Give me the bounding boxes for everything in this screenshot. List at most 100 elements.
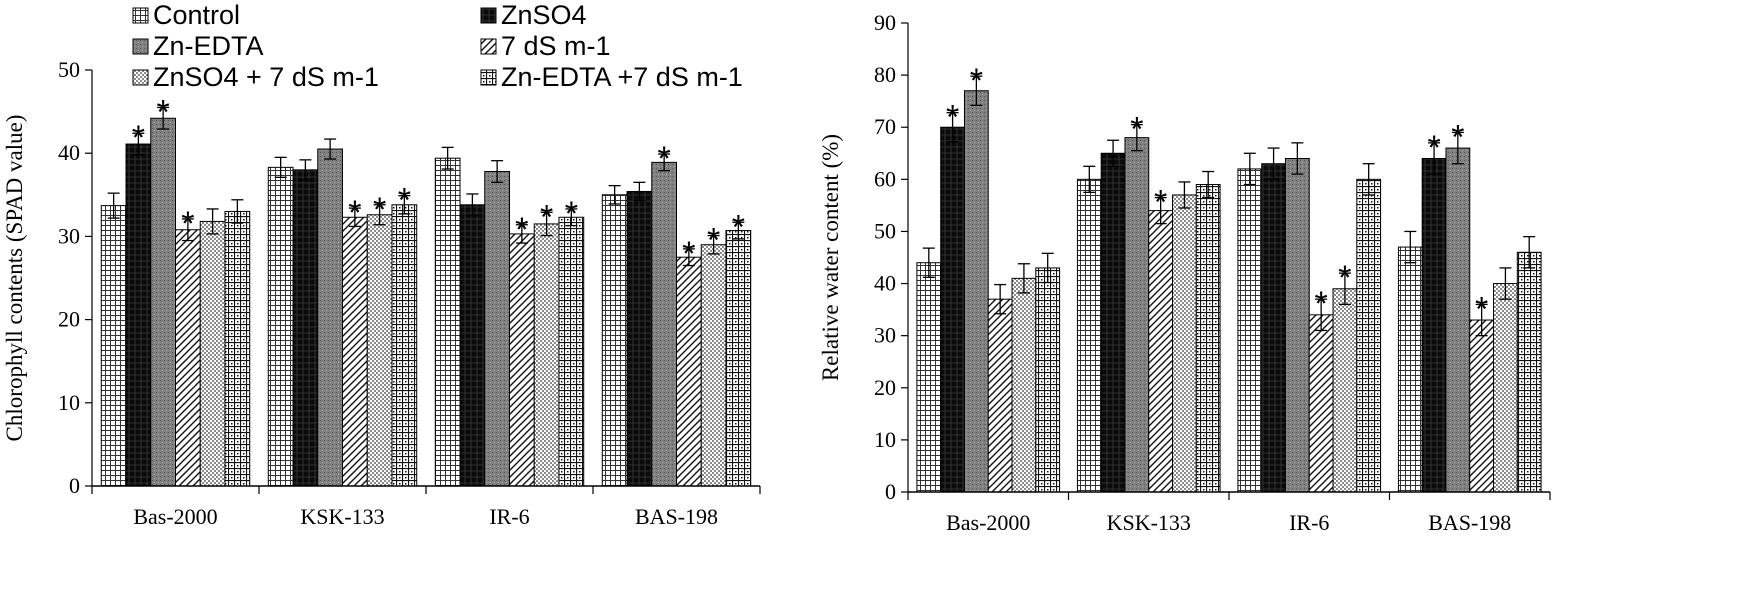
error-bar [1338, 272, 1351, 306]
bar-control-bas-198 [601, 194, 628, 487]
error-bar [1523, 236, 1536, 269]
significance-star: * [540, 198, 553, 236]
x-tick-label: BAS-198 [635, 504, 718, 529]
significance-star: * [732, 208, 745, 246]
y-tick-label: 50 [874, 218, 896, 243]
error-bar [1017, 263, 1030, 294]
y-tick-label: 20 [874, 375, 896, 400]
y-axis-title: Relative water content (%) [818, 134, 843, 381]
bar-znso4-7-ds-m-1-ksk-133 [366, 214, 393, 487]
legend-label: Zn-EDTA +7 dS m-1 [501, 62, 743, 92]
legend-item-znso4-7-ds-m-1: ZnSO4 + 7 dS m-1 [132, 62, 379, 92]
bar-zn-edta-ksk-133 [1124, 137, 1150, 493]
bar-control-ksk-133 [267, 166, 294, 487]
error-bar [1154, 196, 1167, 225]
significance-star: * [1475, 290, 1488, 328]
error-bar [466, 193, 479, 217]
error-bar [398, 194, 411, 215]
bar-znso4-7-ds-m-1-bas-198 [1493, 283, 1518, 493]
bar-zn-edta-ksk-133 [317, 148, 343, 487]
error-bar [1083, 165, 1096, 194]
legend-swatch [480, 69, 497, 86]
bar-zn-edta-7-ds-m-1-bas-198 [1516, 251, 1542, 493]
y-tick-label: 0 [69, 473, 80, 498]
error-bar [608, 184, 621, 205]
x-tick-label: IR-6 [1289, 510, 1329, 535]
bar-control-ksk-133 [1076, 178, 1102, 493]
error-bar [970, 75, 983, 106]
error-bar [707, 234, 720, 255]
bar-zn-edta-7-ds-m-1-ir-6 [1356, 178, 1382, 493]
bar-control-ir-6 [434, 157, 461, 487]
legend-label: ZnSO4 [501, 0, 587, 30]
error-bar [682, 248, 695, 267]
x-tick-label: Bas-2000 [133, 504, 217, 529]
bar-znso4-ksk-133 [292, 169, 319, 487]
error-bar [1202, 170, 1215, 199]
significance-star: * [565, 195, 578, 233]
y-tick-label: 0 [885, 479, 896, 504]
error-bar [1291, 142, 1304, 175]
error-bar [157, 106, 170, 130]
error-bar [1451, 131, 1464, 165]
bar-control-bas-2000 [916, 262, 942, 493]
y-tick-label: 30 [874, 323, 896, 348]
legend-label: Control [153, 0, 240, 30]
y-tick-label: 60 [874, 166, 896, 191]
bar-zn-edta-ir-6 [1284, 157, 1310, 493]
significance-star: * [1130, 111, 1143, 149]
error-bar [181, 218, 194, 242]
bar-zn-edta-bas-2000 [963, 90, 989, 493]
y-tick-label: 30 [58, 223, 80, 248]
significance-star: * [1451, 118, 1464, 156]
bar-control-ir-6 [1237, 168, 1263, 493]
error-bar [1267, 147, 1280, 180]
bar-znso4-ir-6 [459, 204, 486, 487]
significance-star: * [1315, 285, 1328, 323]
error-bar [1428, 142, 1441, 175]
bar-7-ds-m-1-ksk-133 [342, 216, 368, 487]
y-tick-label: 50 [58, 57, 80, 82]
error-bar [946, 111, 959, 143]
y-tick-label: 10 [874, 427, 896, 452]
bar-zn-edta-bas-2000 [150, 117, 177, 487]
legend-label: Zn-EDTA [153, 31, 264, 61]
error-bar [1362, 163, 1375, 196]
bar-zn-edta-7-ds-m-1-bas-2000 [1035, 267, 1061, 493]
bar-zn-edta-7-ds-m-1-ksk-133 [391, 204, 418, 487]
significance-star: * [707, 222, 720, 260]
legend-item-znso4: ZnSO4 [480, 0, 587, 30]
y-tick-label: 90 [874, 10, 896, 35]
error-bar [373, 204, 386, 226]
legend-item-zn-edta-7-ds-m-1: Zn-EDTA +7 dS m-1 [480, 62, 743, 92]
y-tick-label: 10 [58, 390, 80, 415]
error-bar [515, 224, 528, 244]
error-bar [1243, 152, 1256, 186]
y-tick-label: 20 [58, 307, 80, 332]
y-axis-title: Chlorophyll contents (SPAD value) [2, 115, 27, 442]
bar-7-ds-m-1-ir-6 [509, 233, 535, 487]
y-tick-label: 70 [874, 114, 896, 139]
bar-zn-edta-7-ds-m-1-ir-6 [558, 216, 585, 487]
error-bar [1499, 267, 1512, 300]
error-bar [633, 181, 646, 202]
bar-znso4-7-ds-m-1-bas-2000 [1011, 277, 1037, 493]
bar-7-ds-m-1-bas-2000 [987, 298, 1013, 493]
bar-znso4-bas-2000 [125, 143, 152, 487]
bar-zn-edta-bas-198 [1445, 147, 1471, 493]
bar-znso4-ksk-133 [1100, 152, 1126, 493]
significance-star: * [157, 93, 170, 131]
x-tick-label: KSK-133 [1107, 510, 1191, 535]
error-bar [441, 146, 454, 170]
bar-znso4-bas-198 [1421, 157, 1447, 493]
error-bar [994, 283, 1007, 315]
legend-item-7-ds-m-1: 7 dS m-1 [480, 31, 611, 61]
error-bar [132, 132, 145, 156]
error-bar [732, 221, 745, 240]
error-bar [348, 207, 361, 228]
error-bar [107, 192, 120, 219]
error-bar [206, 208, 219, 235]
legend-swatch [132, 7, 149, 24]
error-bar [1475, 303, 1488, 337]
